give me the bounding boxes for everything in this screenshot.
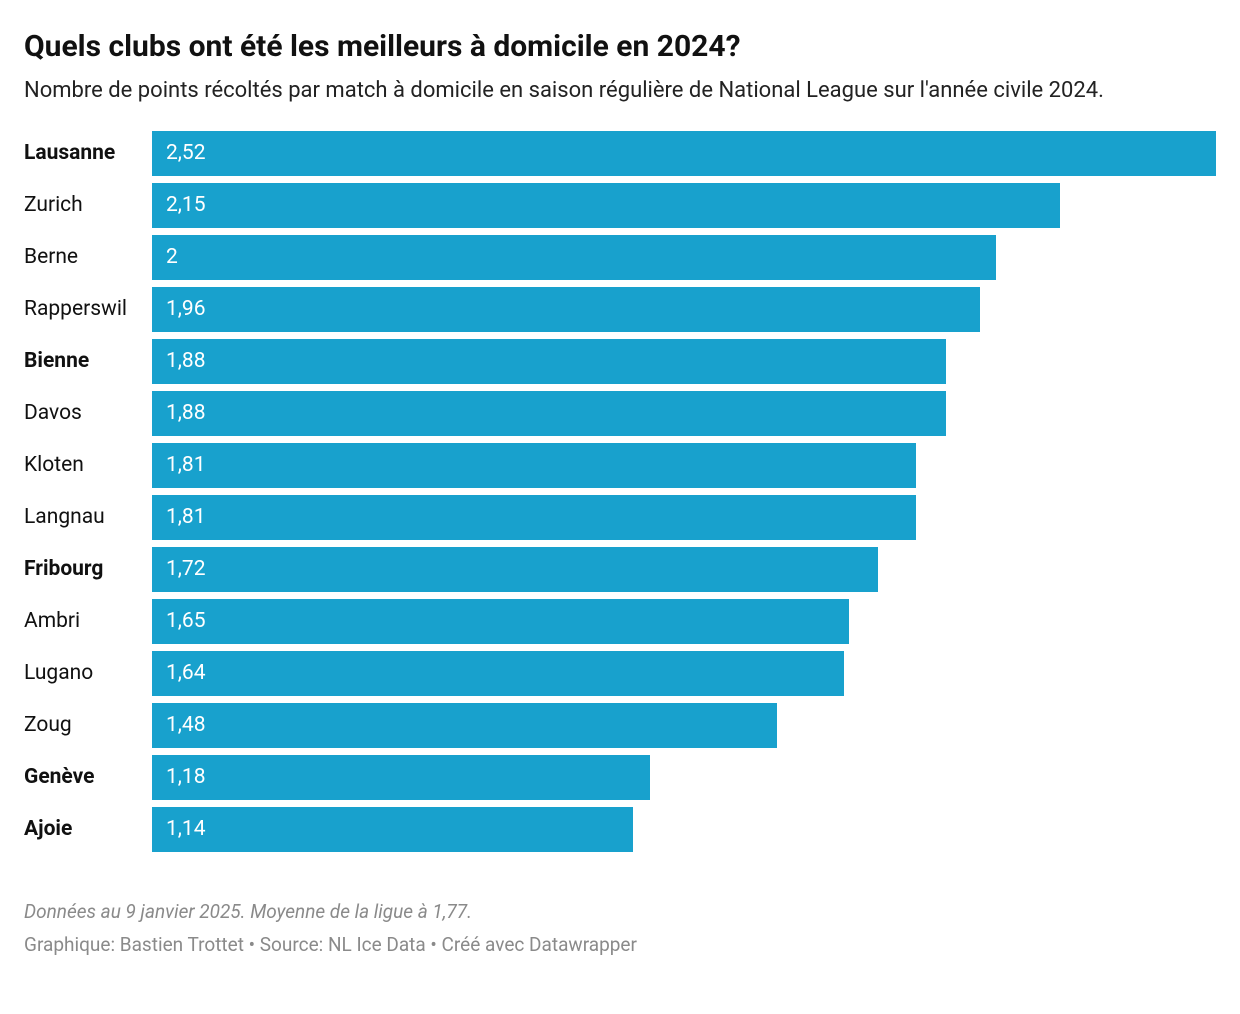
bar: 2,52: [152, 131, 1216, 176]
bar-value: 1,88: [166, 403, 206, 424]
bar-track: 1,48: [152, 703, 1216, 748]
bar-label: Lugano: [24, 663, 152, 684]
bar-track: 2: [152, 235, 1216, 280]
bar-value: 2,52: [166, 143, 206, 164]
bar: 1,14: [152, 807, 633, 852]
bar-value: 1,64: [166, 663, 206, 684]
bar: 2: [152, 235, 996, 280]
bar-value: 1,72: [166, 559, 206, 580]
bar-track: 1,88: [152, 391, 1216, 436]
bar-label: Fribourg: [24, 559, 152, 580]
bar-row: Berne 2: [24, 235, 1216, 280]
bar: 2,15: [152, 183, 1060, 228]
chart-credits: Graphique: Bastien Trottet • Source: NL …: [24, 933, 1216, 956]
bar-value: 1,81: [166, 455, 206, 476]
bar-row: Genève 1,18: [24, 755, 1216, 800]
bar-rows: Lausanne 2,52 Zurich 2,15 Berne 2 Rapperswil 1,…: [24, 131, 1216, 852]
bar-row: Bienne 1,88: [24, 339, 1216, 384]
bar: 1,18: [152, 755, 650, 800]
bar-value: 1,88: [166, 351, 206, 372]
bar-track: 1,88: [152, 339, 1216, 384]
bar-track: 1,81: [152, 443, 1216, 488]
bar-row: Lausanne 2,52: [24, 131, 1216, 176]
bar: 1,81: [152, 495, 916, 540]
bar-track: 1,72: [152, 547, 1216, 592]
bar-row: Ambri 1,65: [24, 599, 1216, 644]
bar-row: Kloten 1,81: [24, 443, 1216, 488]
bar-label: Lausanne: [24, 143, 152, 164]
bar: 1,72: [152, 547, 878, 592]
bar: 1,48: [152, 703, 777, 748]
chart-notes: Données au 9 janvier 2025. Moyenne de la…: [24, 900, 1216, 923]
bar-value: 1,81: [166, 507, 206, 528]
bar-value: 1,96: [166, 299, 206, 320]
bar-label: Langnau: [24, 507, 152, 528]
bar-row: Ajoie 1,14: [24, 807, 1216, 852]
bar: 1,64: [152, 651, 844, 696]
bar-label: Rapperswil: [24, 299, 152, 320]
bar: 1,65: [152, 599, 849, 644]
bar-label: Kloten: [24, 455, 152, 476]
bar: 1,88: [152, 339, 946, 384]
bar-row: Langnau 1,81: [24, 495, 1216, 540]
bar-row: Fribourg 1,72: [24, 547, 1216, 592]
bar-row: Lugano 1,64: [24, 651, 1216, 696]
bar-label: Bienne: [24, 351, 152, 372]
bar: 1,96: [152, 287, 980, 332]
bar-track: 1,64: [152, 651, 1216, 696]
bar-label: Berne: [24, 247, 152, 268]
bar-label: Genève: [24, 767, 152, 788]
chart-title: Quels clubs ont été les meilleurs à domi…: [24, 28, 1216, 66]
bar-track: 1,65: [152, 599, 1216, 644]
bar-label: Ambri: [24, 611, 152, 632]
bar-label: Zurich: [24, 195, 152, 216]
bar-track: 1,18: [152, 755, 1216, 800]
bar-row: Zurich 2,15: [24, 183, 1216, 228]
bar-track: 1,14: [152, 807, 1216, 852]
bar-row: Davos 1,88: [24, 391, 1216, 436]
bar-track: 1,81: [152, 495, 1216, 540]
bar-value: 2,15: [166, 195, 206, 216]
bar-row: Rapperswil 1,96: [24, 287, 1216, 332]
bar-label: Ajoie: [24, 819, 152, 840]
bar-track: 1,96: [152, 287, 1216, 332]
bar-track: 2,15: [152, 183, 1216, 228]
chart-container: Quels clubs ont été les meilleurs à domi…: [0, 0, 1240, 976]
bar-value: 1,14: [166, 819, 206, 840]
chart-subtitle: Nombre de points récoltés par match à do…: [24, 76, 1184, 106]
bar-label: Davos: [24, 403, 152, 424]
bar-label: Zoug: [24, 715, 152, 736]
bar-value: 1,48: [166, 715, 206, 736]
bar-row: Zoug 1,48: [24, 703, 1216, 748]
bar-value: 1,65: [166, 611, 206, 632]
bar: 1,88: [152, 391, 946, 436]
bar-value: 1,18: [166, 767, 206, 788]
bar: 1,81: [152, 443, 916, 488]
bar-track: 2,52: [152, 131, 1216, 176]
bar-value: 2: [166, 247, 178, 268]
